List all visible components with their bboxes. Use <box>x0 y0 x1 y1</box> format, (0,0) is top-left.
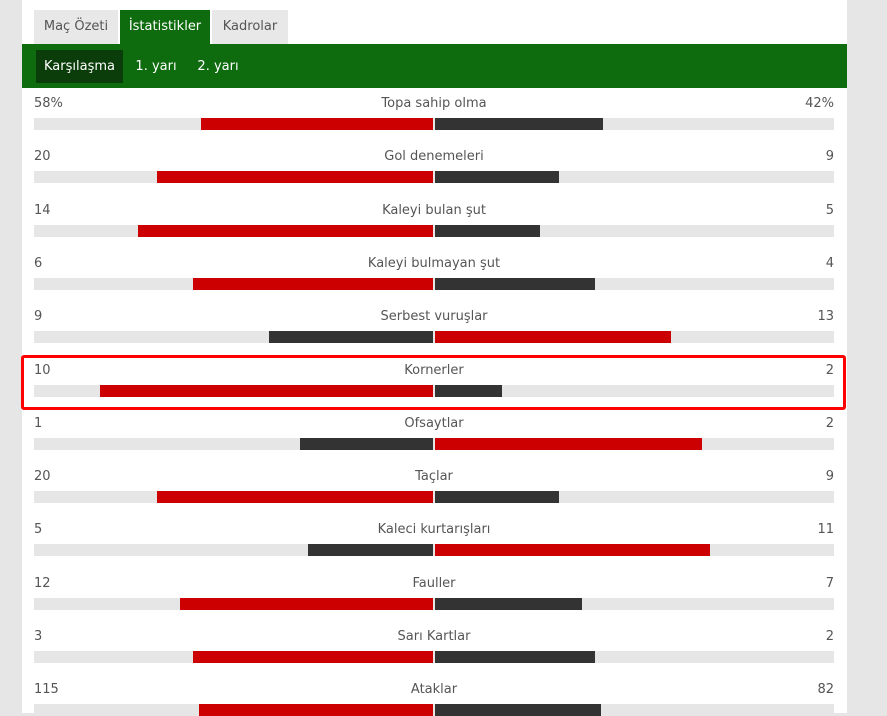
away-bar <box>435 224 541 237</box>
home-value: 20 <box>34 469 51 485</box>
stat-name: Taçlar <box>415 469 453 485</box>
away-bar <box>435 651 595 663</box>
home-value: 6 <box>34 255 43 271</box>
away-value: 2 <box>825 362 834 378</box>
away-value: 42% <box>805 96 834 111</box>
stat-name: Sarı Kartlar <box>397 629 471 644</box>
home-bar <box>201 118 433 130</box>
stat-name: Kaleci kurtarışları <box>377 522 491 538</box>
stat-name: Gol denemeleri <box>384 149 484 165</box>
home-bar <box>269 331 433 344</box>
away-bar <box>435 384 502 397</box>
bar-track <box>34 437 834 450</box>
home-value: 3 <box>34 629 43 644</box>
subtab[interactable]: 2. yarı <box>197 59 239 74</box>
stat-name: Ofsaytlar <box>404 415 464 431</box>
home-value: 5 <box>34 522 43 538</box>
home-bar <box>138 224 433 237</box>
away-bar <box>435 277 595 290</box>
bar-track <box>34 704 834 716</box>
away-value: 9 <box>825 469 834 485</box>
bar-track <box>34 544 834 557</box>
away-value: 5 <box>825 202 834 218</box>
away-bar <box>435 704 602 716</box>
home-bar <box>308 544 433 557</box>
home-bar <box>299 437 433 450</box>
stat-name: Ataklar <box>410 682 458 698</box>
home-value: 10 <box>34 362 51 378</box>
home-value: 14 <box>34 202 51 218</box>
away-bar <box>435 437 702 450</box>
stat-name: Kaleyi bulan şut <box>382 202 486 218</box>
away-bar <box>435 544 710 557</box>
highlight-box <box>21 354 846 410</box>
home-value: 20 <box>34 149 51 165</box>
away-value: 4 <box>825 255 834 271</box>
bar-track <box>34 651 834 663</box>
bar-track <box>34 171 834 184</box>
home-value: 1 <box>34 415 43 431</box>
away-bar <box>435 331 672 344</box>
away-bar <box>435 171 560 184</box>
away-value: 11 <box>817 522 834 538</box>
home-bar <box>193 651 433 663</box>
stat-name: Topa sahip olma <box>381 96 487 111</box>
subtab[interactable]: 1. yarı <box>135 59 177 74</box>
tab[interactable]: Maç Özeti <box>34 10 118 44</box>
home-bar <box>193 277 433 290</box>
away-value: 7 <box>825 575 834 591</box>
bar-track <box>34 277 834 290</box>
home-bar <box>180 597 433 610</box>
home-bar <box>157 491 433 504</box>
away-value: 2 <box>825 629 834 644</box>
away-bar <box>435 118 603 130</box>
home-bar <box>199 704 433 716</box>
bar-track <box>34 597 834 610</box>
stat-name: Kornerler <box>404 362 464 378</box>
stats-panel: Karşılaşma 1. yarı 2. yarı Maç Özeti İstati… <box>21 0 847 716</box>
tab[interactable]: Kadrolar <box>212 10 288 44</box>
home-bar <box>157 171 433 184</box>
away-value: 13 <box>817 309 834 325</box>
away-bar <box>435 597 583 610</box>
away-bar <box>435 491 560 504</box>
tab[interactable]: İstatistikler <box>120 10 210 44</box>
stat-name: Fauller <box>412 575 456 591</box>
home-value: 12 <box>34 575 51 591</box>
home-value: 58% <box>34 96 63 111</box>
bar-track <box>34 118 834 130</box>
home-value: 9 <box>34 309 43 325</box>
stat-name: Serbest vuruşlar <box>380 309 488 325</box>
bar-track <box>34 331 834 344</box>
away-value: 82 <box>817 682 834 698</box>
subtab[interactable]: Karşılaşma <box>36 50 123 83</box>
away-value: 9 <box>825 149 834 165</box>
bar-track <box>34 491 834 504</box>
stat-name: Kaleyi bulmayan şut <box>367 255 501 271</box>
home-value: 115 <box>34 682 59 698</box>
subtab-bar: Karşılaşma 1. yarı 2. yarı <box>22 44 847 88</box>
away-value: 2 <box>825 415 834 431</box>
home-bar <box>99 384 433 397</box>
